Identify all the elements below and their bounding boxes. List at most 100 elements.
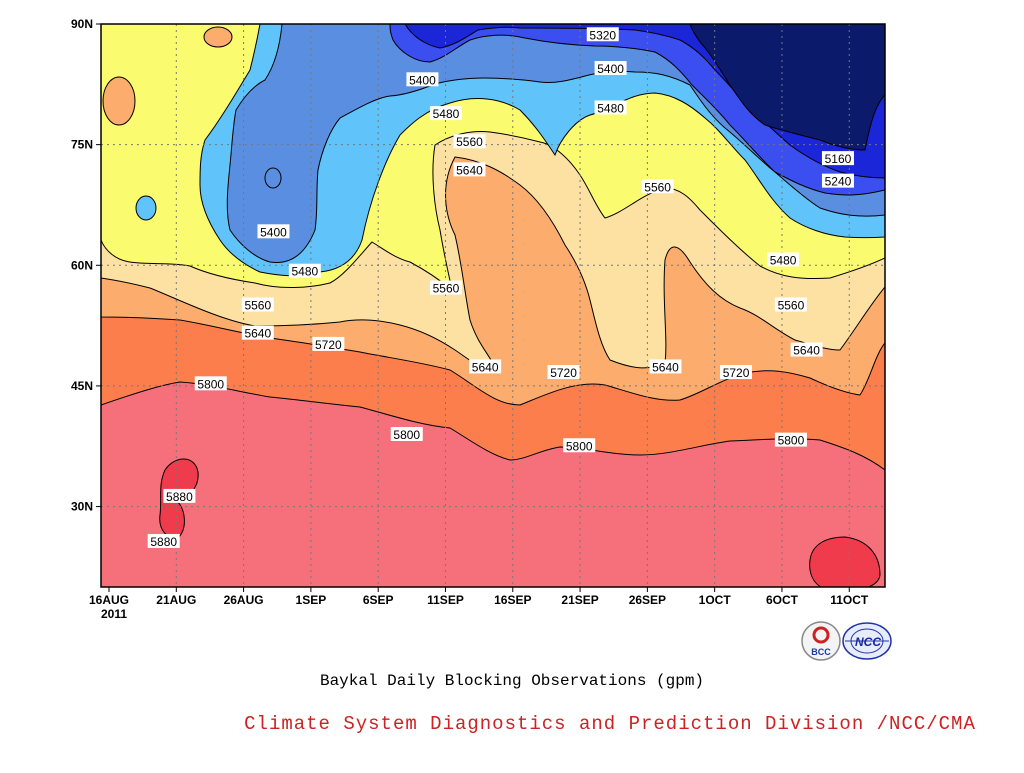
contour-label: 5640 <box>469 359 502 374</box>
x-tick-label: 11SEP <box>427 593 464 607</box>
x-tick-label: 16AUG <box>89 593 129 607</box>
contour-label: 5720 <box>720 365 753 380</box>
contour-label-bg <box>767 252 800 267</box>
contour-label: 5640 <box>790 342 823 358</box>
contour-label-text: 5720 <box>315 338 342 352</box>
contour-label-bg <box>774 432 807 447</box>
contour-label-text: 5640 <box>472 360 499 374</box>
contour-label-bg <box>790 342 823 357</box>
contour-label-bg <box>774 297 807 312</box>
contour-label-bg <box>821 173 854 188</box>
contour-label-bg <box>563 438 596 453</box>
contour-label-bg <box>469 359 502 374</box>
bcc-logo-text: BCC <box>811 647 831 657</box>
cell-5640-top <box>203 26 233 48</box>
contour-label: 5560 <box>453 134 486 149</box>
contour-label-bg <box>241 297 274 312</box>
contour-label-text: 5560 <box>644 180 671 194</box>
contour-label-text: 5800 <box>393 428 420 442</box>
contour-label: 5560 <box>241 297 274 313</box>
contour-label-text: 5400 <box>260 225 287 239</box>
x-tick-label: 21AUG <box>156 593 196 607</box>
contour-label-text: 5640 <box>793 344 820 358</box>
contour-label: 5800 <box>563 438 596 453</box>
contour-fill-layer <box>101 24 885 587</box>
contour-label: 5480 <box>594 100 627 115</box>
x-tick-label: 26AUG <box>224 593 264 607</box>
plot-frame <box>100 23 886 588</box>
contour-label-text: 5320 <box>589 28 616 42</box>
contour-label-text: 5480 <box>433 107 460 121</box>
contour-label-text: 5800 <box>778 434 805 448</box>
contour-label-bg <box>241 325 274 340</box>
ncc-logo-text: NCC <box>855 635 881 649</box>
x-tick-label: 1SEP <box>296 593 327 607</box>
contour-label-bg <box>194 376 227 391</box>
contour-label: 5480 <box>429 106 462 121</box>
y-tick-label: 90N <box>71 17 93 31</box>
contour-label: 5400 <box>257 224 290 239</box>
contour-label-bg <box>453 134 486 149</box>
y-tick-label: 45N <box>71 379 93 393</box>
cell-5480-west <box>135 195 157 221</box>
ncc-logo: NCC <box>842 622 892 660</box>
y-axis: 30N 45N 60N 75N 90N <box>71 17 101 514</box>
contour-label-bg <box>649 359 682 374</box>
contour-label-text: 5640 <box>244 327 271 341</box>
chart-title: Baykal Daily Blocking Observations (gpm) <box>319 672 705 690</box>
contour-label: 5560 <box>774 297 807 313</box>
x-tick-label: 6OCT <box>766 593 799 607</box>
x-tick-label: 11OCT <box>830 593 869 607</box>
contour-label-bg <box>429 106 462 121</box>
x-tick-label: 6SEP <box>363 593 394 607</box>
contour-label-bg <box>641 179 674 194</box>
contour-label-bg <box>147 533 180 548</box>
contour-label: 5320 <box>586 27 619 42</box>
contour-label-text: 5400 <box>597 62 624 76</box>
contour-label-bg <box>586 27 619 42</box>
x-axis: 16AUG 21AUG 26AUG 1SEP 6SEP 11SEP 16SEP 21SEP 26… <box>89 587 869 621</box>
contour-label: 5640 <box>649 359 682 374</box>
x-tick-label: 26SEP <box>629 593 666 607</box>
x-tick-label: 1OCT <box>699 593 732 607</box>
contour-label: 5400 <box>406 72 439 87</box>
contour-label-bg <box>163 488 196 503</box>
band-below-5160 <box>689 24 885 151</box>
contour-label: 5560 <box>429 280 462 296</box>
contour-label-text: 5480 <box>597 101 624 115</box>
contour-label: 5480 <box>767 252 800 267</box>
contour-label: 5640 <box>241 325 274 341</box>
contour-labels: 5320 5400 5400 5480 5480 5560 5640 5160 5240 5560… <box>147 27 854 549</box>
contour-label: 5560 <box>641 179 674 194</box>
contour-label-text: 5240 <box>825 175 852 189</box>
contour-label-bg <box>594 100 627 115</box>
contour-label-text: 5880 <box>150 535 177 549</box>
contour-label: 5640 <box>453 162 486 177</box>
contour-label: 5800 <box>774 432 807 448</box>
x-tick-label: 21SEP <box>561 593 598 607</box>
contour-label: 5480 <box>288 263 321 279</box>
bcc-logo: BCC <box>801 621 841 661</box>
contour-label-text: 5800 <box>566 439 593 453</box>
contour-label-text: 5560 <box>778 299 805 313</box>
contour-label: 5400 <box>594 61 627 76</box>
contour-label-text: 5720 <box>723 366 750 380</box>
contour-label-bg <box>288 263 321 278</box>
contour-label: 5720 <box>312 336 345 352</box>
y-tick-label: 75N <box>71 138 93 152</box>
contour-label: 5800 <box>194 376 227 391</box>
x-year-label: 2011 <box>101 607 127 621</box>
y-tick-label: 30N <box>71 500 93 514</box>
contour-label-text: 5880 <box>166 490 193 504</box>
contour-label-bg <box>547 365 580 380</box>
contour-label: 5800 <box>390 426 423 442</box>
contour-label-bg <box>594 61 627 76</box>
cell-5640-northwest <box>102 76 136 126</box>
contour-label: 5240 <box>821 173 854 189</box>
cell-5880-east <box>809 536 881 587</box>
contour-label-bg <box>257 224 290 239</box>
contour-label-text: 5560 <box>244 299 271 313</box>
credit-line: Climate System Diagnostics and Predictio… <box>244 713 976 735</box>
contour-label: 5160 <box>821 151 854 166</box>
